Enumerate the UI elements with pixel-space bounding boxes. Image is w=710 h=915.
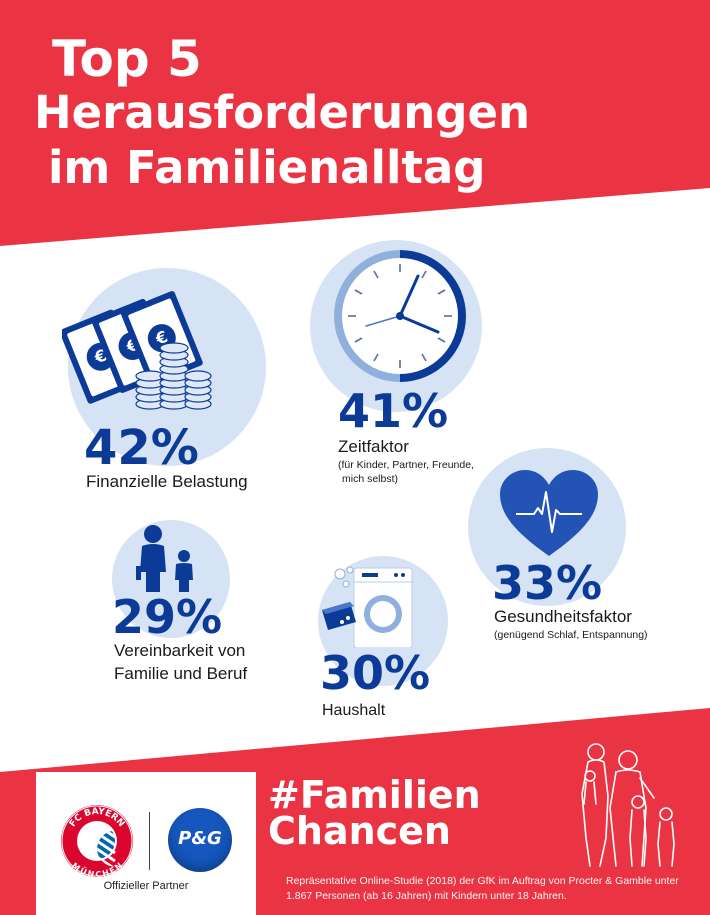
pg-logo: P&G	[168, 808, 232, 872]
partner-label: Offizieller Partner	[103, 880, 189, 892]
money-icon: € € €	[62, 291, 212, 410]
sublabel-health: (genügend Schlaf, Entspannung)	[494, 629, 648, 641]
washing-machine-icon	[322, 566, 413, 648]
title-line-1: Top 5	[52, 30, 202, 88]
label-health: Gesundheitsfaktor	[494, 607, 632, 626]
fc-bayern-logo: FC BAYERN MÜNCHEN	[61, 805, 133, 878]
sublabel-time-1: (für Kinder, Partner, Freunde,	[338, 459, 474, 471]
label-financial: Finanzielle Belastung	[86, 472, 248, 491]
sublabel-time-2: mich selbst)	[342, 473, 399, 485]
percent-42: 42%	[84, 420, 199, 476]
heart-icon	[500, 470, 598, 556]
percent-29: 29%	[112, 590, 223, 644]
family-drawing-icon	[581, 743, 675, 867]
percent-41: 41%	[338, 384, 449, 438]
hashtag-line-2: Chancen	[268, 809, 451, 853]
parent-child-circle	[112, 520, 230, 638]
pg-logo-text: P&G	[178, 828, 222, 849]
title-line-2: Herausforderungen	[34, 86, 531, 139]
label-time: Zeitfaktor	[338, 437, 409, 456]
partner-box: FC BAYERN MÜNCHEN P&G Offizieller Partne…	[36, 772, 256, 915]
percent-33: 33%	[492, 556, 603, 610]
label-compatibility-2: Familie und Beruf	[114, 664, 248, 683]
label-compatibility-1: Vereinbarkeit von	[114, 641, 246, 660]
label-household: Haushalt	[322, 702, 386, 719]
percent-30: 30%	[320, 646, 431, 700]
hashtag-line-1: #Familien	[268, 773, 481, 817]
title-line-3: im Familienalltag	[48, 141, 486, 194]
logo-divider	[149, 812, 150, 870]
study-footnote: Repräsentative Online-Studie (2018) der …	[286, 875, 679, 903]
clock-icon	[334, 250, 466, 382]
parent-child-icon	[136, 525, 193, 592]
